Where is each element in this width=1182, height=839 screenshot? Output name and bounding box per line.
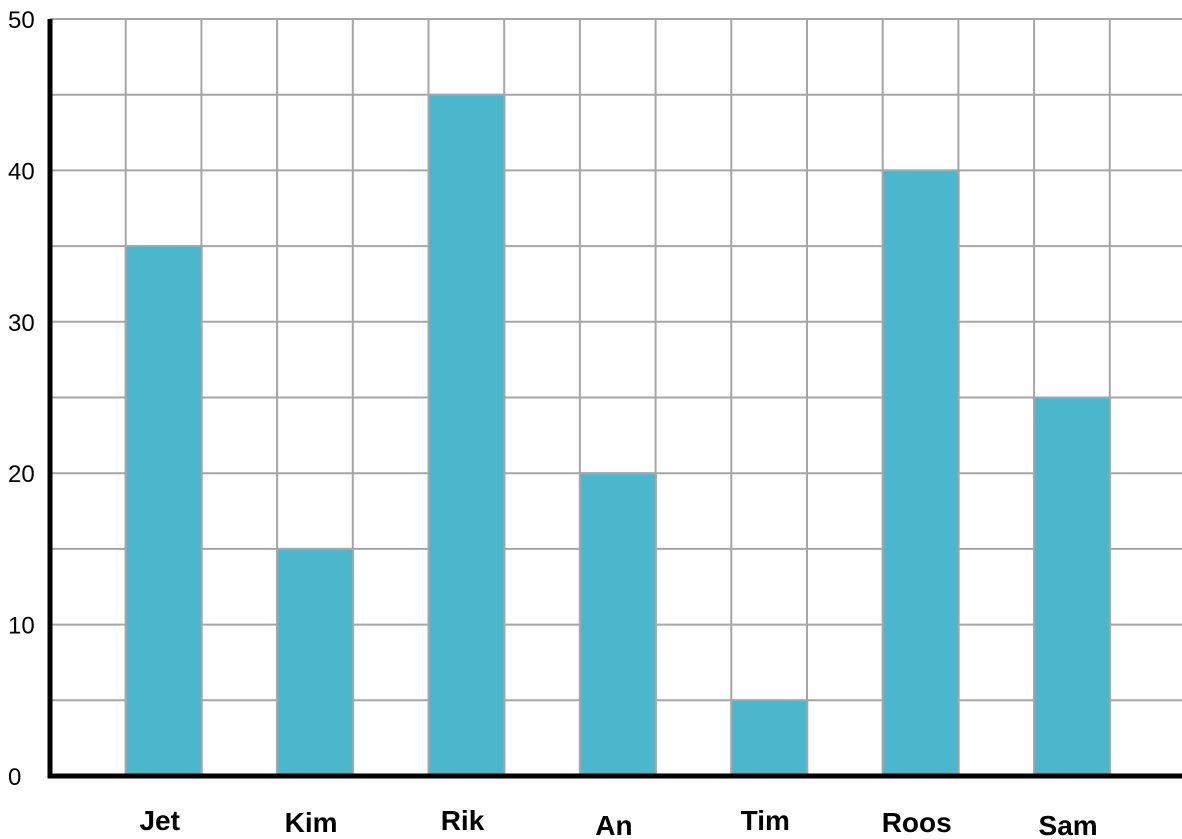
y-tick-label: 10	[8, 613, 35, 640]
bar-rik	[427, 93, 506, 777]
bars	[124, 93, 1112, 778]
bar-roos	[881, 169, 960, 777]
bar-sam	[1033, 396, 1112, 777]
bar-tim	[730, 699, 809, 777]
x-tick-label: Tim	[741, 805, 790, 836]
x-tick-labels: Jet Kim Rik An Tim Roos Sam	[139, 805, 1097, 839]
bar-jet	[124, 245, 203, 778]
y-tick-label: 30	[8, 310, 35, 337]
axes	[47, 19, 1182, 779]
y-tick-label: 0	[8, 764, 21, 791]
x-tick-label: Kim	[285, 807, 338, 838]
bar-kim	[276, 547, 355, 778]
x-tick-label: Sam	[1039, 810, 1098, 839]
y-tick-label: 40	[8, 158, 35, 185]
y-tick-label: 50	[8, 7, 35, 34]
x-tick-label: Rik	[441, 805, 485, 836]
y-tick-label: 20	[8, 461, 35, 488]
x-tick-label: An	[595, 810, 632, 839]
x-tick-label: Roos	[882, 807, 952, 838]
bar-an	[578, 472, 657, 777]
x-tick-label: Jet	[139, 805, 179, 836]
y-tick-labels: 0 10 20 30 40 50	[8, 7, 35, 791]
